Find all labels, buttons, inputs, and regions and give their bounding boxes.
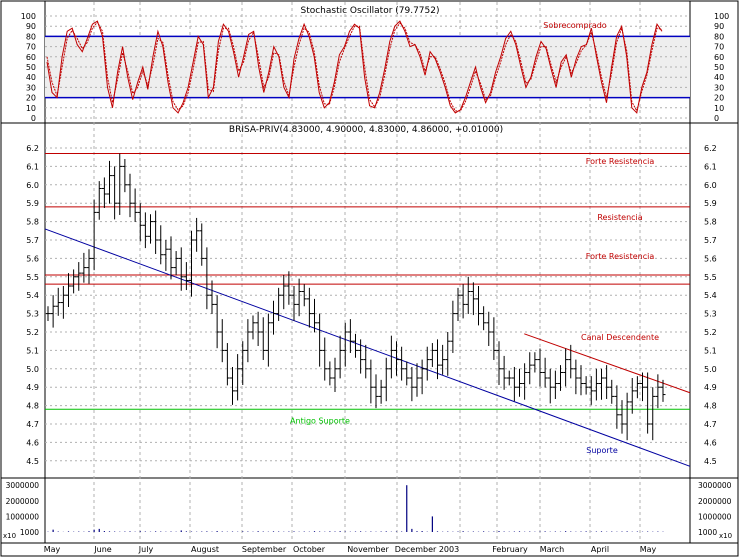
- price-level-label: Forte Resistencia: [586, 252, 655, 261]
- stochastic-tick-left: 0: [31, 114, 36, 123]
- volume-scale-label-right: x10: [719, 532, 732, 540]
- price-tick-left: 5.6: [26, 254, 39, 263]
- stochastic-tick-right: 0: [714, 114, 719, 123]
- price-tick-right: 4.7: [704, 420, 717, 429]
- price-tick-right: 5.6: [704, 254, 717, 263]
- volume-tick-left: 1000: [20, 528, 39, 537]
- price-tick-left: 6.0: [26, 181, 39, 190]
- x-axis-label: December 2003: [395, 545, 459, 554]
- stochastic-tick-right: 80: [714, 32, 724, 41]
- price-tick-right: 6.0: [704, 181, 717, 190]
- stochastic-tick-left: 70: [26, 43, 36, 52]
- stochastic-tick-left: 20: [26, 94, 36, 103]
- stochastic-tick-right: 10: [714, 104, 724, 113]
- x-axis-label: March: [540, 545, 564, 554]
- price-tick-right: 6.2: [704, 144, 717, 153]
- x-axis-label: November: [347, 545, 389, 554]
- stochastic-tick-left: 80: [26, 32, 36, 41]
- stochastic-tick-right: 30: [714, 83, 724, 92]
- price-title: BRISA-PRIV(4.83000, 4.90000, 4.83000, 4.…: [229, 125, 503, 135]
- x-axis-label: August: [191, 545, 219, 554]
- price-tick-right: 4.6: [704, 438, 717, 447]
- volume-tick-left: 1000000: [6, 512, 40, 521]
- stochastic-dashed-line: [46, 21, 663, 113]
- price-tick-right: 5.8: [704, 218, 717, 227]
- x-axis-label: July: [138, 545, 154, 554]
- price-trendline: [524, 333, 691, 394]
- stochastic-tick-left: 100: [21, 12, 36, 21]
- price-tick-left: 4.8: [26, 402, 39, 411]
- price-tick-left: 4.7: [26, 420, 39, 429]
- volume-tick-left: 2000000: [6, 497, 40, 506]
- stochastic-tick-left: 90: [26, 22, 36, 31]
- stochastic-tick-right: 90: [714, 22, 724, 31]
- stochastic-tick-right: 60: [714, 53, 724, 62]
- price-tick-left: 5.1: [26, 346, 39, 355]
- price-tick-left: 4.6: [26, 438, 39, 447]
- stochastic-tick-left: 10: [26, 104, 36, 113]
- volume-tick-right: 1000: [698, 528, 717, 537]
- price-tick-right: 5.9: [704, 199, 717, 208]
- stochastic-title: Stochastic Oscillator (79.7752): [300, 6, 439, 16]
- volume-tick-right: 1000000: [698, 512, 732, 521]
- price-tick-right: 6.1: [704, 162, 717, 171]
- x-axis-label: September: [242, 545, 287, 554]
- price-tick-left: 4.9: [26, 383, 39, 392]
- stochastic-tick-right: 50: [714, 63, 724, 72]
- price-tick-left: 5.5: [26, 273, 39, 282]
- x-axis-label: May: [44, 545, 61, 554]
- stochastic-tick-left: 30: [26, 83, 36, 92]
- price-tick-left: 5.8: [26, 218, 39, 227]
- stochastic-annotation: Sobrecomprado: [543, 21, 607, 30]
- x-axis-label: April: [591, 545, 609, 554]
- volume-tick-right: 2000000: [698, 497, 732, 506]
- price-tick-left: 5.7: [26, 236, 39, 245]
- stochastic-tick-left: 40: [26, 73, 36, 82]
- stochastic-tick-right: 40: [714, 73, 724, 82]
- stochastic-tick-left: 50: [26, 63, 36, 72]
- trendline-label: Suporte: [586, 446, 618, 455]
- price-trendline: [44, 228, 691, 467]
- stochastic-tick-right: 100: [714, 12, 729, 21]
- price-tick-left: 5.0: [26, 365, 39, 374]
- stochastic-tick-left: 60: [26, 53, 36, 62]
- stochastic-tick-right: 20: [714, 94, 724, 103]
- x-axis-label: February: [492, 545, 528, 554]
- price-tick-left: 6.2: [26, 144, 39, 153]
- price-tick-right: 5.5: [704, 273, 717, 282]
- price-tick-right: 4.8: [704, 402, 717, 411]
- price-tick-left: 5.4: [26, 291, 39, 300]
- price-tick-right: 5.0: [704, 365, 717, 374]
- price-tick-left: 5.9: [26, 199, 39, 208]
- price-tick-left: 4.5: [26, 457, 39, 466]
- volume-tick-left: 3000000: [6, 481, 40, 490]
- trendline-label: Canal Descendente: [581, 333, 659, 342]
- stochastic-tick-right: 70: [714, 43, 724, 52]
- price-tick-right: 5.7: [704, 236, 717, 245]
- x-axis-label: October: [293, 545, 326, 554]
- price-tick-right: 5.4: [704, 291, 717, 300]
- price-tick-right: 5.2: [704, 328, 717, 337]
- price-tick-left: 6.1: [26, 162, 39, 171]
- price-tick-left: 5.3: [26, 310, 39, 319]
- price-tick-left: 5.2: [26, 328, 39, 337]
- price-tick-right: 4.5: [704, 457, 717, 466]
- volume-tick-right: 3000000: [698, 481, 732, 490]
- price-tick-right: 4.9: [704, 383, 717, 392]
- x-axis-label: June: [93, 545, 112, 554]
- price-level-label: Antigo Suporte: [290, 416, 350, 425]
- price-level-label: Forte Resistencia: [586, 157, 655, 166]
- x-axis-label: May: [640, 545, 657, 554]
- price-tick-right: 5.1: [704, 346, 717, 355]
- volume-scale-label-left: x10: [3, 532, 16, 540]
- price-level-label: Resistencia: [597, 213, 642, 222]
- price-tick-right: 5.3: [704, 310, 717, 319]
